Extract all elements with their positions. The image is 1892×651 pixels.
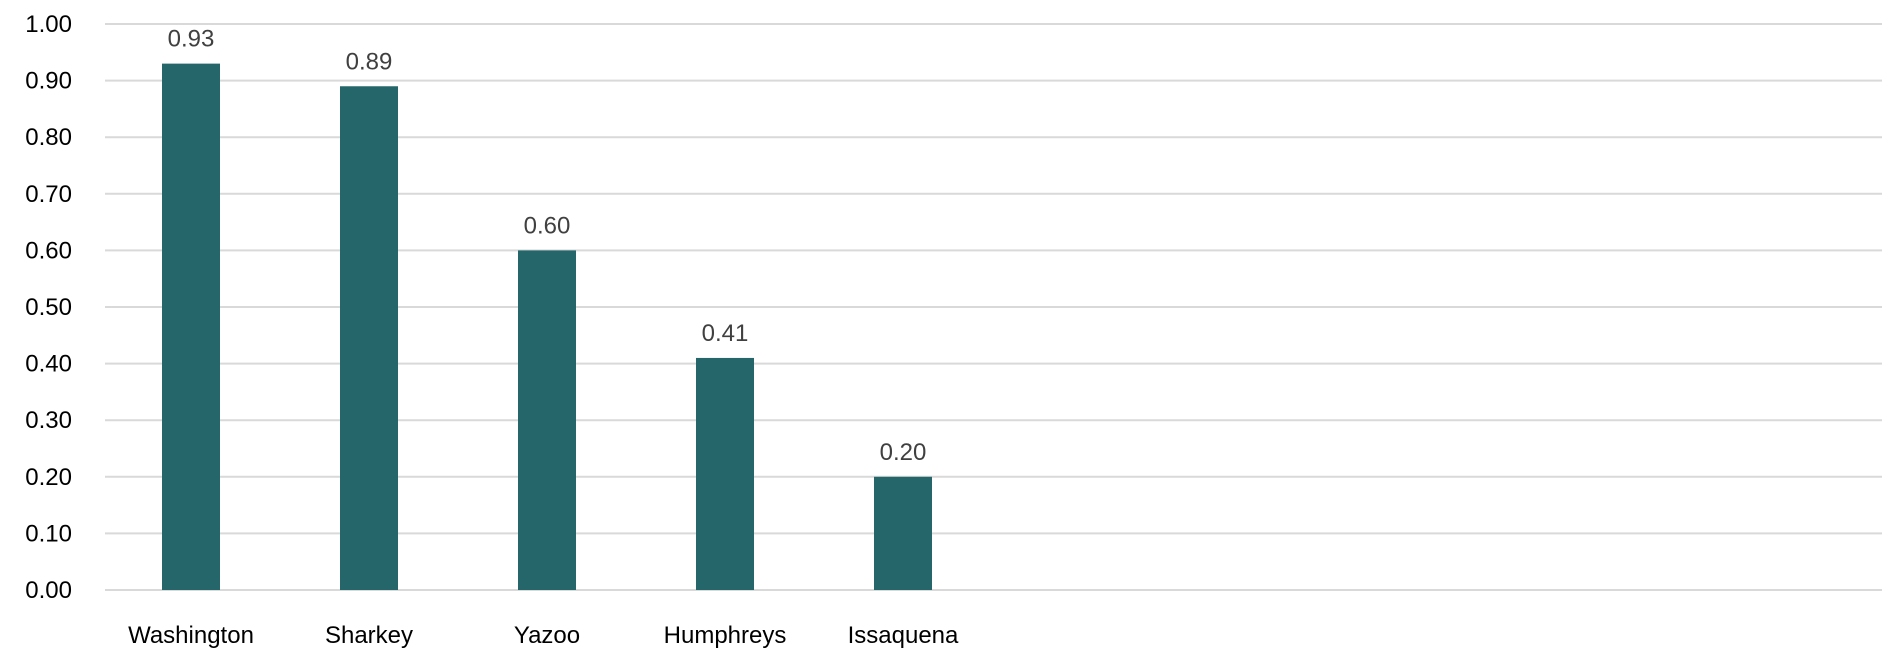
category-label: Washington (128, 622, 254, 649)
y-tick-label: 0.90 (25, 68, 72, 95)
y-tick-label: 0.30 (25, 407, 72, 434)
y-axis-tick-labels: 0.00 0.10 0.20 0.30 0.40 0.50 0.60 0.70 0.80 0.90… (25, 11, 72, 604)
y-tick-label: 0.70 (25, 181, 72, 208)
data-labels: 0.93 0.89 0.60 0.41 0.20 (168, 26, 927, 466)
category-label: Humphreys (664, 622, 787, 649)
y-tick-label: 0.20 (25, 464, 72, 491)
y-tick-label: 0.00 (25, 577, 72, 604)
data-label: 0.60 (524, 212, 571, 239)
category-label: Sharkey (325, 622, 413, 649)
data-label: 0.93 (168, 26, 215, 53)
bar-issaquena (874, 476, 932, 590)
bar-sharkey (340, 86, 398, 590)
y-tick-label: 0.10 (25, 520, 72, 547)
y-tick-label: 0.50 (25, 294, 72, 321)
y-tick-label: 0.80 (25, 124, 72, 151)
data-label: 0.89 (346, 48, 393, 75)
x-axis-category-labels: Washington Sharkey Yazoo Humphreys Issaquena (128, 622, 959, 649)
data-label: 0.41 (702, 320, 749, 347)
y-tick-label: 0.40 (25, 351, 72, 378)
data-label: 0.20 (880, 439, 927, 466)
category-label: Issaquena (848, 622, 959, 649)
y-tick-label: 0.60 (25, 237, 72, 264)
bar-washington (162, 63, 220, 591)
bars (162, 63, 932, 591)
gridlines (105, 23, 1882, 591)
y-tick-label: 1.00 (25, 11, 72, 38)
bar-yazoo (518, 250, 576, 590)
bar-humphreys (696, 357, 754, 590)
category-label: Yazoo (514, 622, 580, 649)
